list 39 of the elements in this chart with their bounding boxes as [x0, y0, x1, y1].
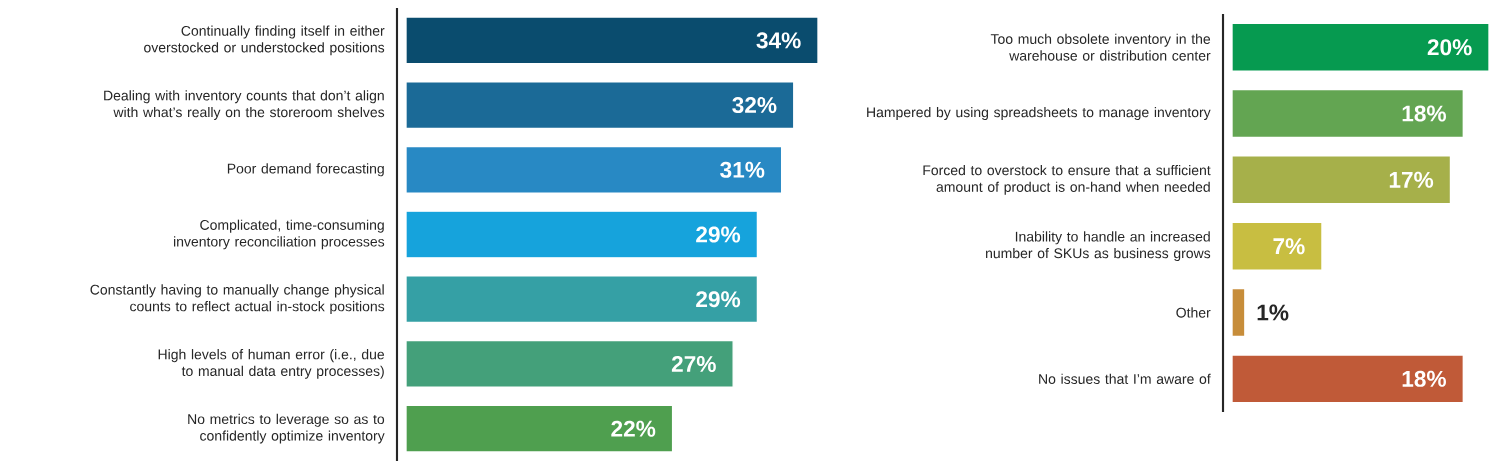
data-label: 34%	[756, 32, 801, 49]
bar	[1231, 287, 1246, 338]
data-label: 22%	[611, 420, 656, 437]
bar	[1231, 22, 1490, 72]
bar	[405, 404, 674, 453]
data-label: 1%	[1257, 304, 1289, 321]
bar	[1231, 221, 1323, 271]
y-tick-label: Complicated, time-consuming inventory reconciliation processes	[174, 219, 385, 250]
y-tick-label: Continually finding itself in either overstocked or understocked positions	[144, 25, 385, 56]
data-label: 31%	[720, 161, 765, 178]
y-tick-label: Forced to overstock to ensure that a sufficient amount of product is on-hand when needed	[923, 164, 1211, 195]
data-label: 18%	[1402, 105, 1446, 122]
bar	[405, 145, 783, 194]
data-label: 27%	[671, 355, 716, 372]
bar	[405, 210, 759, 259]
y-tick-label: Other	[1176, 307, 1211, 318]
data-label: 7%	[1273, 238, 1305, 255]
y-tick-label: No metrics to leverage so as to confidently optimize inventory	[188, 413, 385, 444]
y-tick-label: Poor demand forecasting	[227, 163, 384, 177]
data-label: 32%	[732, 97, 777, 114]
bar	[1231, 354, 1464, 404]
data-label: 29%	[696, 226, 741, 243]
bar	[405, 81, 795, 130]
bar	[405, 16, 819, 65]
y-tick-label: Inability to handle an increased number of SKUs as business grows	[986, 231, 1211, 262]
y-tick-label: Hampered by using spreadsheets to manage inventory	[867, 106, 1211, 121]
bar	[405, 275, 759, 324]
y-tick-label: Too much obsolete inventory in the warehouse or distribution center	[990, 33, 1211, 61]
data-label: 18%	[1402, 370, 1446, 387]
y-tick-label: High levels of human error (i.e., due to manual data entry processes)	[158, 349, 385, 379]
y-tick-label: Dealing with inventory counts that don’t align with what’s really on the storeroom shelves	[104, 90, 385, 120]
bar	[1231, 155, 1452, 205]
bar	[1231, 88, 1464, 139]
data-label: 29%	[696, 291, 741, 308]
y-tick-label: Constantly having to manually change physical counts to reflect actual in-stock positions	[90, 284, 385, 315]
bar	[405, 339, 734, 388]
data-label: 20%	[1427, 39, 1472, 56]
y-tick-label: No issues that I’m aware of	[1039, 373, 1211, 384]
data-label: 17%	[1389, 171, 1434, 188]
